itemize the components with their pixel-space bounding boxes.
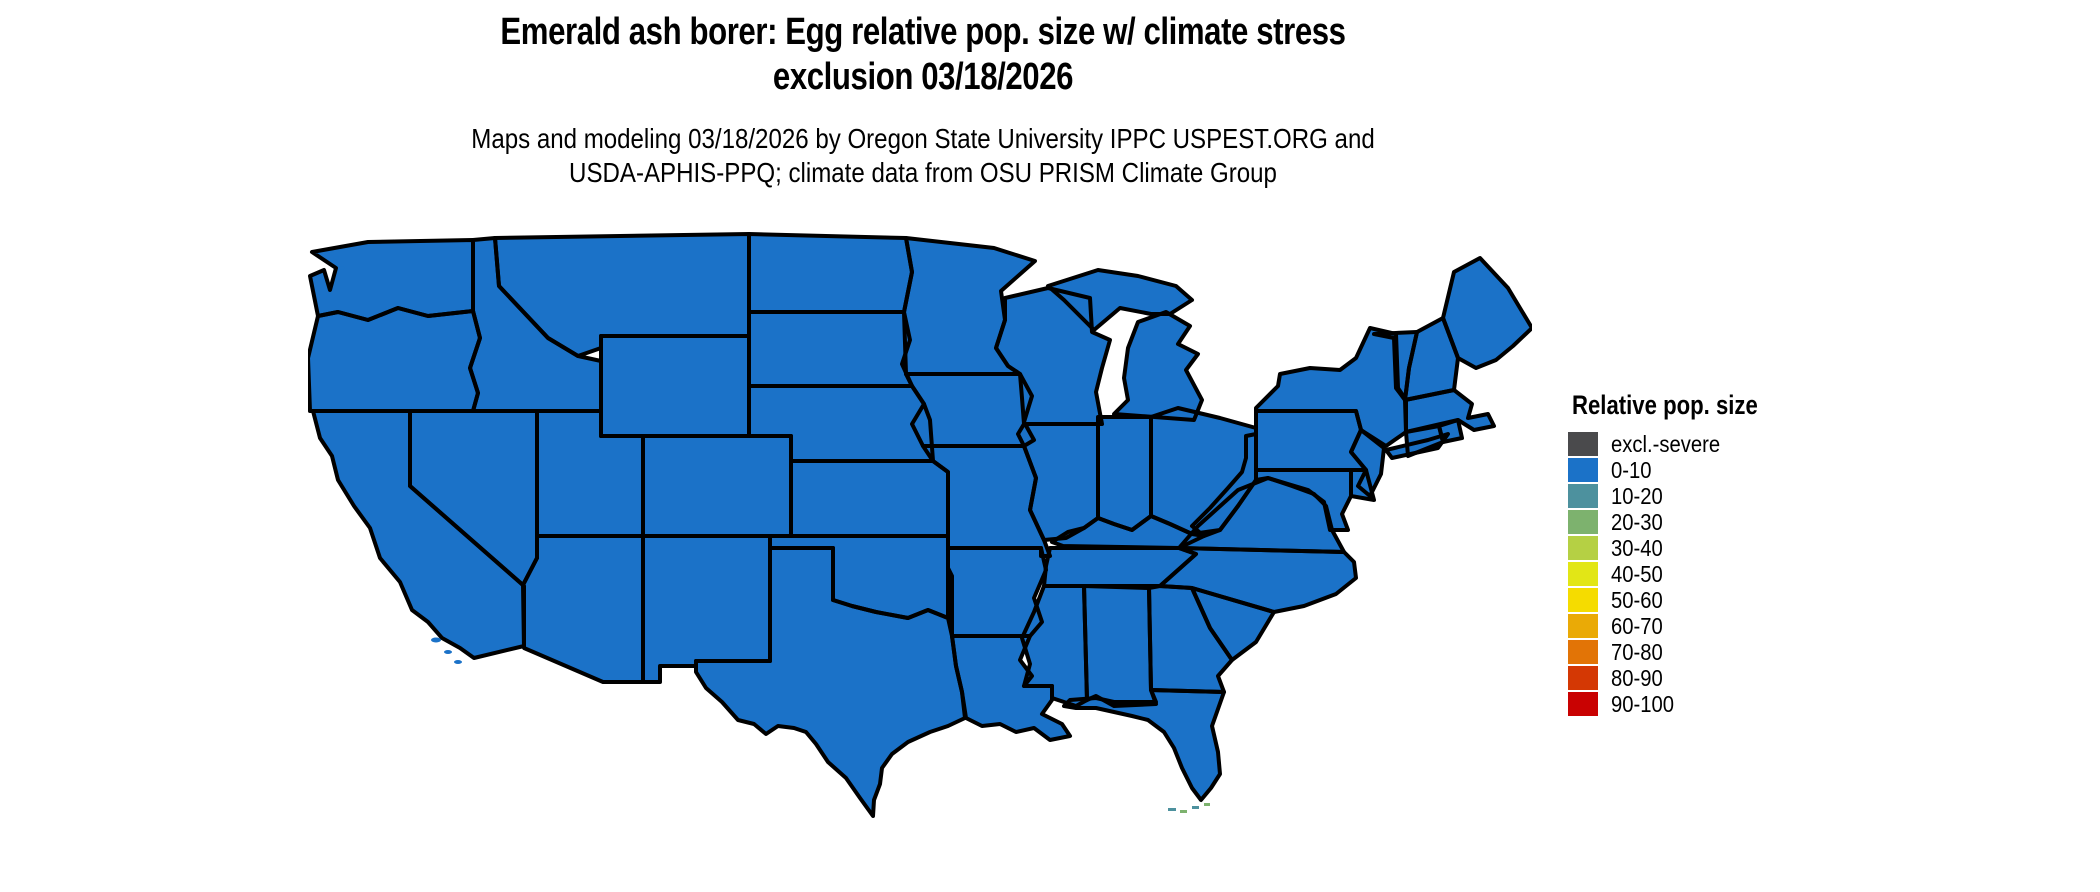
legend-label: 20-30 [1611,508,1663,535]
legend-label: 60-70 [1611,612,1663,639]
legend-label: 90-100 [1611,690,1675,717]
legend: Relative pop. size excl.-severe 0-10 10-… [1568,390,1868,717]
legend-item: excl.-severe [1568,431,1868,457]
legend-item: 30-40 [1568,535,1868,561]
states-base-fill [308,234,1532,816]
legend-label: 30-40 [1611,534,1663,561]
subtitle-line-2: USDA-APHIS-PPQ; climate data from OSU PR… [569,157,1277,188]
legend-swatch-30-40 [1568,536,1598,560]
legend-swatch-80-90 [1568,666,1598,690]
legend-label: 80-90 [1611,664,1663,691]
florida-keys-speck [1192,806,1199,809]
legend-swatch-50-60 [1568,588,1598,612]
legend-item: 50-60 [1568,587,1868,613]
legend-item: 0-10 [1568,457,1868,483]
florida-keys-speck [1204,803,1210,806]
legend-item: 10-20 [1568,483,1868,509]
legend-label: 50-60 [1611,586,1663,613]
header: Emerald ash borer: Egg relative pop. siz… [0,10,1846,100]
legend-label: 70-80 [1611,638,1663,665]
legend-swatch-20-30 [1568,510,1598,534]
title-line-2: exclusion 03/18/2026 [772,56,1074,98]
legend-swatch-0-10 [1568,458,1598,482]
legend-item: 20-30 [1568,509,1868,535]
legend-item: 80-90 [1568,665,1868,691]
channel-island-speck [431,637,441,643]
channel-island-speck [454,660,462,664]
legend-swatch-90-100 [1568,692,1598,716]
map-container [306,228,1534,880]
page-title: Emerald ash borer: Egg relative pop. siz… [166,10,1680,100]
florida-keys-speck [1180,810,1187,813]
legend-label: excl.-severe [1611,430,1721,457]
us-map [306,232,1534,818]
legend-swatch-70-80 [1568,640,1598,664]
legend-swatch-40-50 [1568,562,1598,586]
legend-swatch-60-70 [1568,614,1598,638]
legend-item: 40-50 [1568,561,1868,587]
island-specks [333,256,1210,813]
legend-title: Relative pop. size [1572,390,1758,420]
legend-swatch-excl-severe [1568,432,1598,456]
florida-keys-speck [1168,808,1176,811]
channel-island-speck [444,650,452,654]
legend-label: 0-10 [1611,456,1652,483]
legend-label: 10-20 [1611,482,1663,509]
legend-item: 90-100 [1568,691,1868,717]
map-subtitle: Maps and modeling 03/18/2026 by Oregon S… [129,122,1717,190]
legend-item: 60-70 [1568,613,1868,639]
title-line-1: Emerald ash borer: Egg relative pop. siz… [500,11,1346,53]
legend-item: 70-80 [1568,639,1868,665]
puget-island-speck [333,256,339,260]
legend-label: 40-50 [1611,560,1663,587]
legend-swatch-10-20 [1568,484,1598,508]
puget-island-speck [339,266,345,270]
subtitle-line-1: Maps and modeling 03/18/2026 by Oregon S… [471,123,1375,154]
